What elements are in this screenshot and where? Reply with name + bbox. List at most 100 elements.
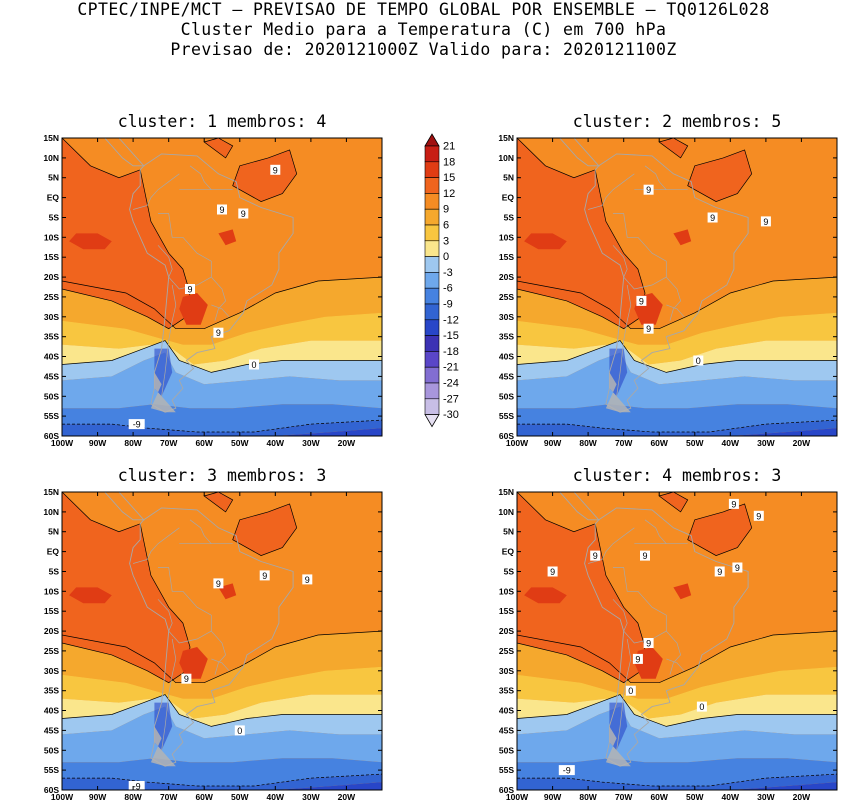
latitude-labels: 15N 10N 5N EQ 5S 10S 15S 20S 25S 30S 35S 40S 45S 50S 5… bbox=[43, 133, 382, 441]
svg-text:9: 9 bbox=[735, 563, 740, 573]
latitude-tick-label: 60S bbox=[44, 431, 59, 441]
colorbar-swatch bbox=[424, 145, 440, 163]
colorbar-swatch bbox=[424, 177, 440, 194]
longitude-tick-label: 60W bbox=[650, 438, 668, 448]
longitude-tick-label: 60W bbox=[650, 792, 668, 802]
contour-label: 9 bbox=[640, 550, 650, 561]
svg-text:-9: -9 bbox=[563, 766, 571, 776]
latitude-tick-label: 35S bbox=[44, 332, 59, 342]
longitude-labels: 100W 90W 80W 70W 60W 50W 40W 30W 20W bbox=[51, 138, 356, 448]
colorbar-label: -9 bbox=[443, 299, 453, 311]
svg-text:0: 0 bbox=[628, 686, 633, 696]
latitude-tick-label: 10N bbox=[498, 153, 514, 163]
colorbar-arrow-top bbox=[424, 133, 440, 147]
longitude-tick-label: 20W bbox=[338, 792, 356, 802]
latitude-tick-label: 10N bbox=[43, 153, 59, 163]
contour-label: 9 bbox=[728, 498, 739, 509]
latitude-tick-label: 5S bbox=[49, 567, 60, 577]
latitude-tick-label: 5N bbox=[503, 527, 514, 537]
svg-text:9: 9 bbox=[642, 551, 647, 561]
svg-text:9: 9 bbox=[635, 654, 640, 664]
latitude-tick-label: 5S bbox=[49, 213, 60, 223]
colorbar-swatch bbox=[424, 398, 440, 415]
header-line-2: Cluster Medio para a Temperatura (C) em … bbox=[180, 20, 667, 39]
contour-label: 9 bbox=[643, 184, 654, 195]
colorbar-swatch bbox=[424, 351, 440, 368]
colorbar-swatch bbox=[424, 272, 440, 289]
latitude-tick-label: 55S bbox=[44, 411, 59, 421]
contour-label: 9 bbox=[732, 562, 743, 573]
svg-text:-9: -9 bbox=[133, 782, 141, 792]
longitude-tick-label: 100W bbox=[51, 792, 74, 802]
contour-label: 9 bbox=[632, 653, 643, 664]
latitude-tick-label: 55S bbox=[499, 765, 514, 775]
contour-label: 9 bbox=[238, 208, 249, 219]
latitude-tick-label: 10S bbox=[499, 232, 514, 242]
colorbar-swatch bbox=[424, 303, 440, 321]
colorbar-swatch bbox=[424, 366, 440, 384]
longitude-tick-label: 100W bbox=[506, 438, 529, 448]
longitude-tick-label: 90W bbox=[544, 792, 562, 802]
colorbar-label: -15 bbox=[443, 330, 459, 342]
header-line-3: Previsao de: 2020121000Z Valido para: 20… bbox=[170, 40, 677, 59]
longitude-tick-label: 50W bbox=[686, 438, 704, 448]
svg-text:9: 9 bbox=[219, 205, 224, 215]
contour-label: 0 bbox=[625, 685, 636, 696]
longitude-tick-label: 80W bbox=[124, 792, 142, 802]
latitude-tick-label: 5S bbox=[504, 567, 515, 577]
svg-text:0: 0 bbox=[237, 726, 242, 736]
colorbar-swatch bbox=[424, 240, 440, 257]
svg-text:9: 9 bbox=[710, 213, 715, 223]
colorbar-label: -6 bbox=[443, 283, 453, 295]
contour-label: 9 bbox=[259, 570, 270, 581]
map-panel-1: 9 9 9 9 9 0 -9 15N 10N 5N EQ 5S 10S 15S 20S 25S 30S 35S 40… bbox=[43, 133, 383, 448]
colorbar-label: -12 bbox=[443, 314, 459, 326]
longitude-tick-label: 60W bbox=[195, 438, 213, 448]
latitude-labels: 15N 10N 5N EQ 5S 10S 15S 20S 25S 30S 35S 40S 45S 50S 5… bbox=[498, 487, 837, 795]
colorbar-swatch bbox=[424, 319, 440, 336]
colorbar-label: 15 bbox=[443, 172, 455, 184]
svg-text:9: 9 bbox=[216, 579, 221, 589]
contour-label: 9 bbox=[590, 550, 601, 561]
contour-label: 9 bbox=[185, 284, 195, 295]
latitude-labels: 15N 10N 5N EQ 5S 10S 15S 20S 25S 30S 35S 40S 45S 50S 5… bbox=[43, 487, 382, 795]
latitude-tick-label: 15N bbox=[43, 487, 59, 497]
latitude-tick-label: 50S bbox=[499, 745, 514, 755]
contour-label: 9 bbox=[181, 673, 192, 684]
longitude-tick-label: 30W bbox=[757, 792, 775, 802]
longitude-labels: 100W 90W 80W 70W 60W 50W 40W 30W 20W bbox=[506, 492, 811, 802]
longitude-tick-label: 40W bbox=[722, 792, 740, 802]
latitude-tick-label: 10N bbox=[43, 507, 59, 517]
latitude-tick-label: 40S bbox=[499, 706, 514, 716]
colorbar-swatch bbox=[424, 208, 440, 226]
longitude-labels: 100W 90W 80W 70W 60W 50W 40W 30W 20W bbox=[51, 492, 356, 802]
latitude-tick-label: 25S bbox=[499, 292, 514, 302]
longitude-tick-label: 70W bbox=[160, 792, 178, 802]
contour-label: -9 bbox=[128, 419, 145, 430]
latitude-tick-label: 25S bbox=[499, 646, 514, 656]
longitude-tick-label: 50W bbox=[231, 438, 249, 448]
contour-label: 0 bbox=[249, 359, 259, 370]
colorbar-arrow-bottom bbox=[424, 414, 440, 428]
colorbar-label: -27 bbox=[443, 393, 459, 405]
latitude-tick-label: 40S bbox=[499, 352, 514, 362]
latitude-tick-label: 40S bbox=[44, 352, 59, 362]
colorbar-label: 21 bbox=[443, 141, 455, 153]
latitude-tick-label: 60S bbox=[44, 785, 59, 795]
latitude-tick-label: 15N bbox=[43, 133, 59, 143]
latitude-tick-label: 10S bbox=[44, 586, 59, 596]
colorbar-swatch bbox=[424, 287, 440, 305]
latitude-tick-label: 35S bbox=[44, 686, 59, 696]
colorbar-label: 0 bbox=[443, 251, 449, 263]
svg-text:9: 9 bbox=[593, 551, 598, 561]
longitude-tick-label: 80W bbox=[579, 438, 597, 448]
svg-text:9: 9 bbox=[731, 499, 736, 509]
latitude-tick-label: 30S bbox=[499, 666, 514, 676]
longitude-tick-label: 80W bbox=[124, 438, 142, 448]
colorbar-swatch bbox=[424, 335, 440, 352]
latitude-tick-label: 10S bbox=[499, 586, 514, 596]
latitude-tick-label: 15N bbox=[498, 487, 514, 497]
colorbar-swatch bbox=[424, 224, 440, 242]
svg-text:9: 9 bbox=[187, 285, 192, 295]
